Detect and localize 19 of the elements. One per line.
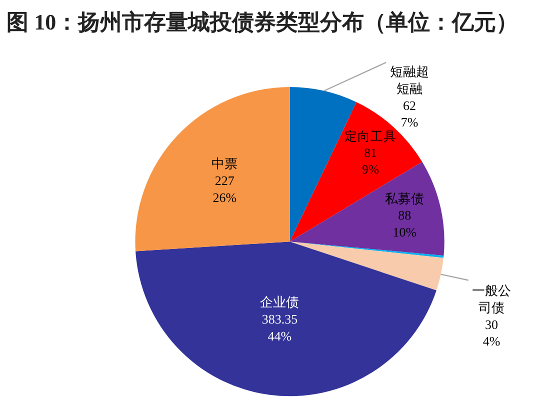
pie-slice <box>290 242 444 290</box>
data-label: 88 10% <box>392 208 417 240</box>
pie-slice <box>136 87 290 252</box>
data-label: 383.35 44% <box>262 311 298 344</box>
slice-label: 短融超短融 <box>390 64 429 96</box>
chart-title: 图 10：扬州市存量城投债券类型分布（单位：亿元） <box>6 10 518 35</box>
data-label: 30 4% <box>482 316 500 349</box>
data-label: 62 7% <box>400 98 418 130</box>
pie-slice <box>290 87 356 242</box>
pie-slice <box>290 102 422 242</box>
data-label: 227 26% <box>212 172 237 205</box>
pie-slice <box>136 242 436 396</box>
slice-label: 私募债 <box>385 190 424 206</box>
slice-label: 定向工具 <box>344 130 397 144</box>
slice-label: 企业债 <box>260 294 300 310</box>
slice-label: 一般公司债 <box>472 283 511 315</box>
data-label: 81 9% <box>362 146 380 176</box>
slice-label: 中票 <box>212 156 238 171</box>
pie-slice <box>290 162 444 256</box>
